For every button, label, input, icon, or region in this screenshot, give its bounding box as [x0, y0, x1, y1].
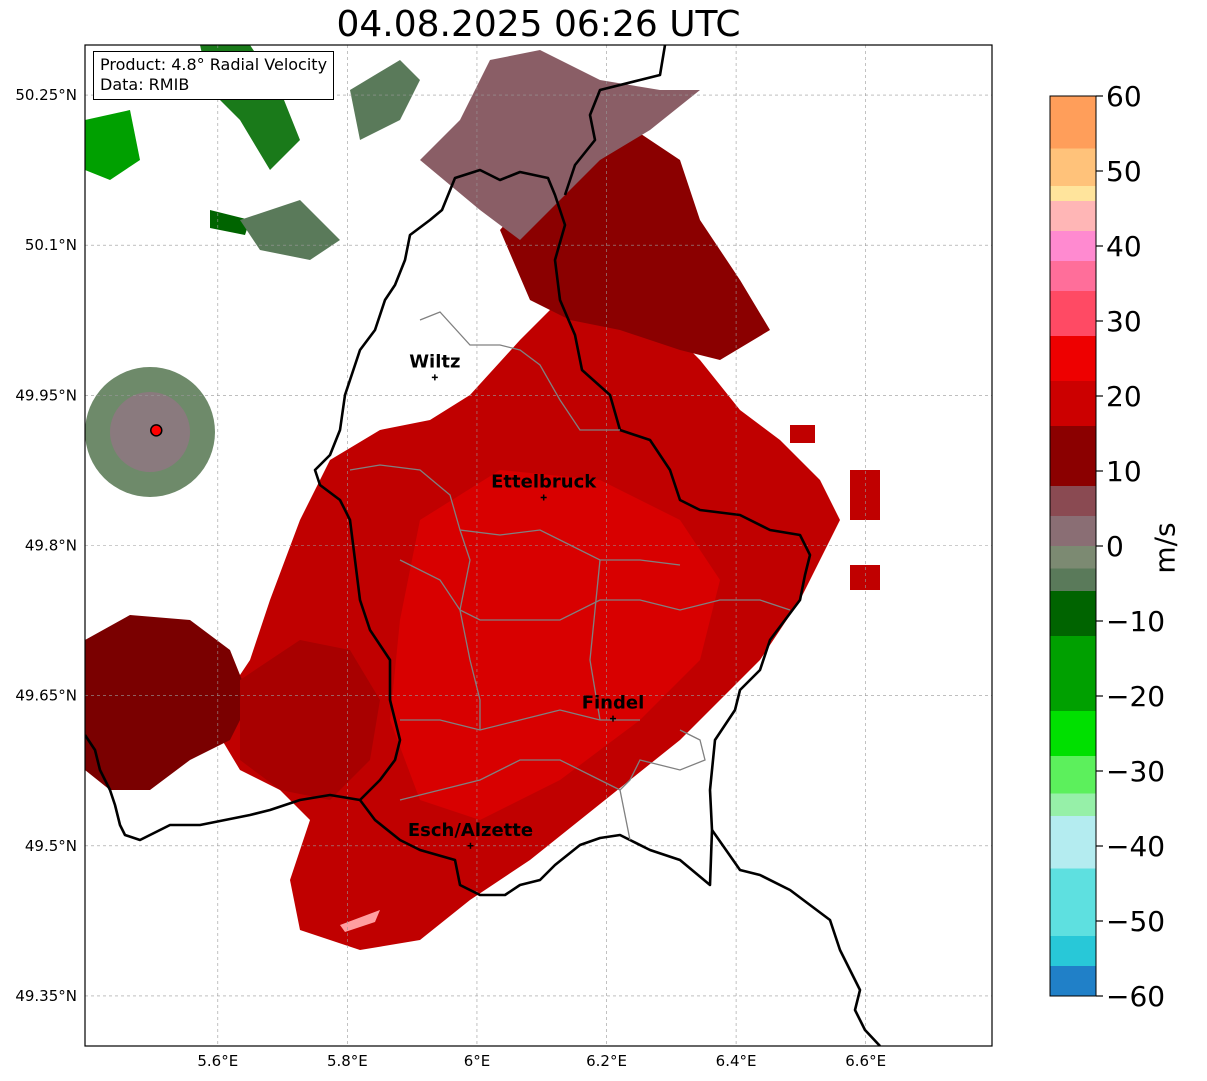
colorbar-band [1050, 756, 1096, 794]
colorbar-band [1050, 516, 1096, 546]
colorbar-band [1050, 381, 1096, 426]
lon-tick-label: 5.6°E [197, 1052, 238, 1070]
axis-ticks: 5.6°E 5.8°E 6°E 6.2°E 6.4°E 6.6°E 50.25°N 50.1°… [15, 86, 886, 1070]
colorbar-band [1050, 966, 1096, 996]
colorbar-tick-label: 0 [1106, 530, 1124, 563]
colorbar-tick-label: 60 [1106, 80, 1142, 113]
city-label: Findel [582, 693, 645, 714]
colorbar-band [1050, 186, 1096, 201]
colorbar-tick-label: −50 [1106, 905, 1165, 938]
colorbar-band [1050, 261, 1096, 291]
colorbar-band [1050, 793, 1096, 816]
colorbar: 60 50 40 30 20 10 0 −10 −20 −30 −40 −50 −60 [1049, 80, 1165, 1013]
colorbar-band [1050, 546, 1096, 569]
echo-region-southwest [85, 615, 250, 790]
colorbar-band [1050, 231, 1096, 261]
colorbar-unit-label: m/s [1148, 522, 1182, 574]
lat-tick-label: 49.5°N [25, 837, 77, 855]
colorbar-band [1050, 426, 1096, 486]
radar-site-marker [150, 424, 163, 437]
lon-tick-label: 6.2°E [586, 1052, 627, 1070]
colorbar-band [1050, 336, 1096, 381]
colorbar-tick-label: 40 [1106, 230, 1142, 263]
border-south-france [710, 829, 881, 1046]
colorbar-tick-label: 20 [1106, 380, 1142, 413]
colorbar-tick-label: 50 [1106, 155, 1142, 188]
city-label: Ettelbruck [491, 471, 597, 492]
colorbar-tick-label: 10 [1106, 455, 1142, 488]
colorbar-tick-label: −20 [1106, 680, 1165, 713]
map-gridlines [85, 45, 992, 1046]
colorbar-band [1050, 291, 1096, 336]
colorbar-tick-label: −30 [1106, 755, 1165, 788]
lat-tick-label: 49.35°N [15, 987, 77, 1005]
city-label: Esch/Alzette [408, 820, 533, 841]
lat-tick-label: 50.25°N [15, 86, 77, 104]
colorbar-band [1050, 868, 1096, 936]
lat-tick-label: 49.95°N [15, 386, 77, 404]
colorbar-band [1050, 591, 1096, 636]
colorbar-band [1050, 636, 1096, 711]
colorbar-band [1050, 711, 1096, 756]
colorbar-tick-label: −40 [1106, 830, 1165, 863]
product-label: Product: 4.8° Radial Velocity [100, 55, 328, 74]
colorbar-band [1050, 96, 1096, 149]
border-east-germany [563, 45, 667, 196]
canton-boundaries [349, 311, 791, 841]
country-borders [85, 45, 881, 1046]
colorbar-tick-label: 30 [1106, 305, 1142, 338]
product-info-box: Product: 4.8° Radial Velocity Data: RMIB [93, 51, 335, 100]
city-marker [540, 494, 547, 501]
echo-region-inner [390, 470, 720, 820]
lat-tick-label: 49.65°N [15, 687, 77, 705]
colorbar-band [1050, 936, 1096, 966]
colorbar-tick-label: −60 [1106, 980, 1165, 1013]
echo-region-north-muted [420, 50, 700, 240]
colorbar-band [1050, 816, 1096, 869]
lon-tick-label: 6.4°E [716, 1052, 757, 1070]
colorbar-band [1050, 148, 1096, 186]
city-marker [467, 842, 474, 849]
data-source-label: Data: RMIB [100, 75, 190, 94]
lat-tick-label: 50.1°N [25, 236, 77, 254]
colorbar-band [1050, 568, 1096, 591]
lon-tick-label: 6°E [464, 1052, 491, 1070]
radar-echo-layer [85, 45, 880, 950]
colorbar-band [1050, 201, 1096, 231]
border-west-belgium [85, 734, 361, 842]
colorbar-tick-label: −10 [1106, 605, 1165, 638]
map-title: 04.08.2025 06:26 UTC [336, 4, 741, 45]
echo-region-west [240, 640, 380, 800]
lon-tick-label: 6.6°E [845, 1052, 886, 1070]
city-marker [431, 374, 438, 381]
city-label: Wiltz [409, 351, 460, 372]
map-frame [84, 44, 993, 1047]
lon-tick-label: 5.8°E [327, 1052, 368, 1070]
colorbar-band [1050, 486, 1096, 516]
lat-tick-label: 49.8°N [25, 537, 77, 555]
city-labels: Wiltz Ettelbruck Findel Esch/Alzette [408, 351, 645, 849]
echo-region-green-nw [85, 110, 140, 180]
border-luxembourg [313, 168, 812, 897]
city-marker [610, 715, 617, 722]
